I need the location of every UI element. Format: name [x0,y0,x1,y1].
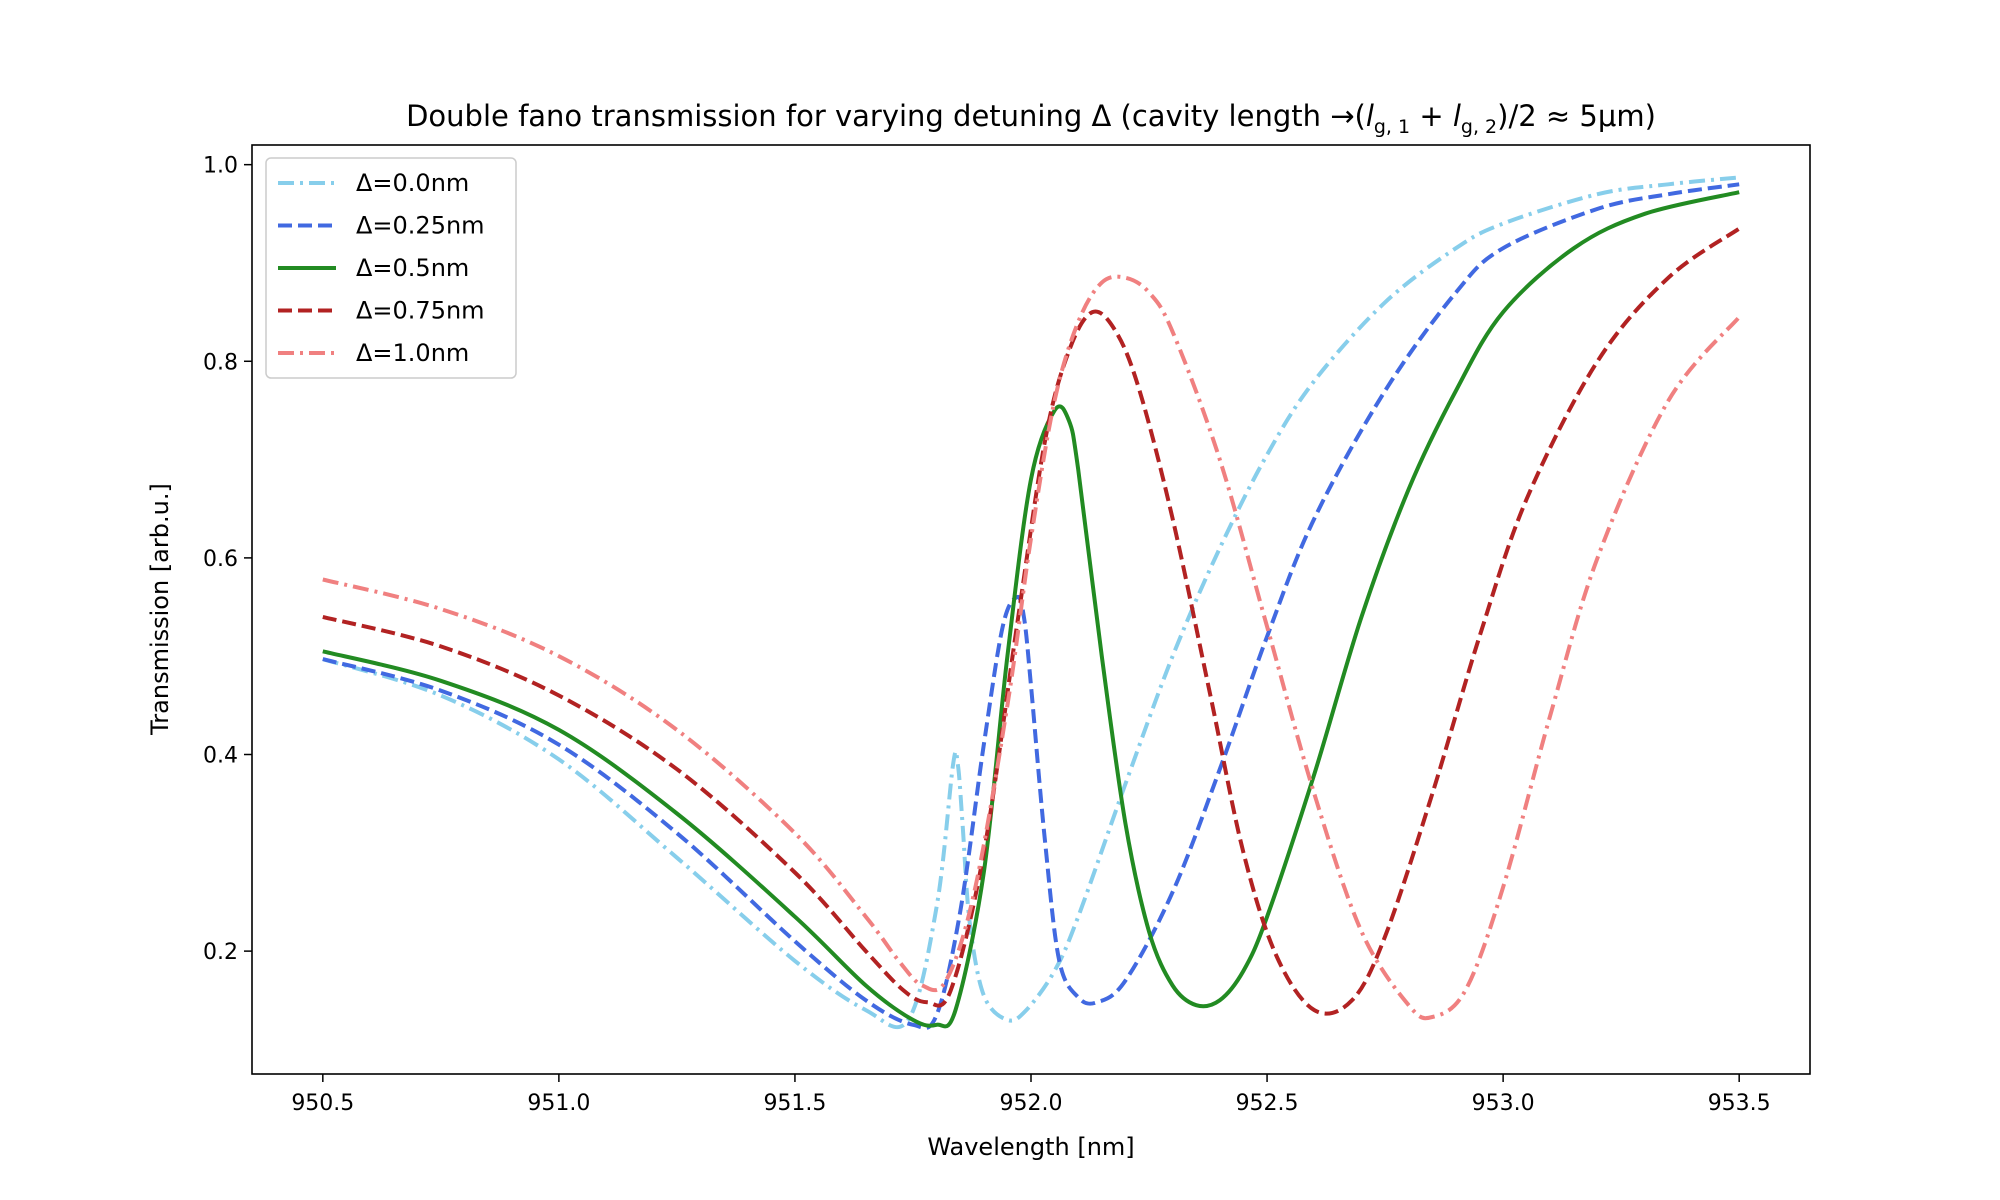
legend-label: Δ=0.0nm [356,169,469,197]
x-tick-label: 951.5 [763,1091,826,1116]
x-axis-label: Wavelength [nm] [927,1133,1134,1161]
series-line-1 [322,182,1740,1030]
chart-title-prefix: Double fano transmission for varying det… [406,99,1366,133]
chart-title-l2: l [1453,99,1461,133]
x-axis: 950.5 951.0 951.5 952.0 952.5 953.0 953.5 [291,1074,1771,1116]
y-tick-label: 1.0 [203,154,238,179]
series-line-4 [322,274,1741,1021]
y-tick-label: 0.4 [203,744,238,769]
x-tick-label: 952.0 [1000,1091,1063,1116]
series-line-0 [322,175,1740,1030]
legend-label: Δ=1.0nm [356,339,469,367]
chart-title: Double fano transmission for varying det… [406,99,1656,138]
chart-title-l1: l [1366,99,1374,133]
chart-title-suffix: )/2 ≈ 5μm) [1497,99,1656,133]
legend-label: Δ=0.75nm [356,297,485,325]
legend: Δ=0.0nm Δ=0.25nm Δ=0.5nm Δ=0.75nm Δ=1.0nm [265,157,517,379]
x-tick-label: 951.0 [527,1091,590,1116]
legend-label: Δ=0.5nm [356,254,469,282]
x-tick-label: 950.5 [291,1091,354,1116]
y-axis: 0.2 0.4 0.6 0.8 1.0 [203,154,252,965]
chart-title-sub1: g, 1 [1374,116,1410,138]
chart-title-sub2: g, 2 [1461,116,1497,138]
y-axis-label: Transmission [arb.u.] [146,483,174,736]
x-tick-label: 953.0 [1472,1091,1535,1116]
y-tick-label: 0.8 [203,350,238,375]
legend-box [265,157,517,379]
series-line-3 [322,226,1741,1016]
x-tick-label: 953.5 [1708,1091,1771,1116]
chart-title-plus: + [1410,99,1453,133]
y-tick-label: 0.2 [203,940,238,965]
x-tick-label: 952.5 [1236,1091,1299,1116]
y-tick-label: 0.6 [203,547,238,572]
legend-label: Δ=0.25nm [356,212,485,240]
series-line-2 [322,190,1740,1029]
series-layer [322,175,1741,1030]
